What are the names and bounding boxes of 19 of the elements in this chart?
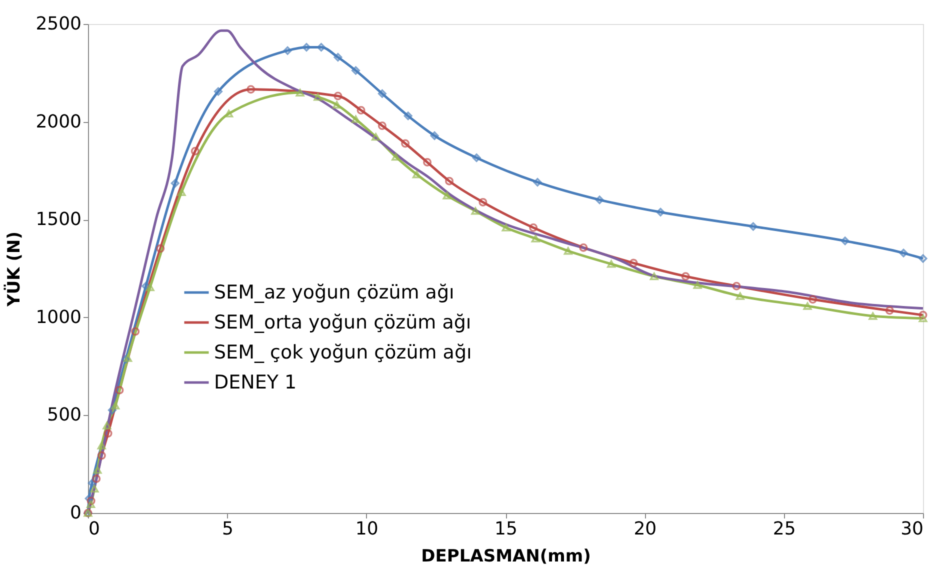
legend-label: DENEY 1 xyxy=(214,372,297,394)
legend-label: SEM_ çok yoğun çözüm ağı xyxy=(214,342,472,364)
x-tick-label: 15 xyxy=(494,518,518,540)
y-tick-label: 2000 xyxy=(36,111,82,132)
x-tick-label: 10 xyxy=(355,518,378,540)
x-tick-label: 0 xyxy=(88,518,100,540)
x-tick-label: 5 xyxy=(222,518,234,540)
x-tick-label: 25 xyxy=(772,518,796,540)
y-tick-label: 1500 xyxy=(36,209,82,230)
y-axis-title: YÜK (N) xyxy=(4,232,25,308)
x-tick-label: 30 xyxy=(900,518,924,540)
legend-label: SEM_orta yoğun çözüm ağı xyxy=(214,312,472,334)
y-tick-label: 0 xyxy=(70,502,82,524)
y-tick-label: 1000 xyxy=(36,306,82,328)
y-tick-label: 500 xyxy=(47,404,82,426)
y-tick-label: 2500 xyxy=(36,14,82,34)
x-tick-label: 20 xyxy=(634,518,657,540)
legend-label: SEM_az yoğun çözüm ağı xyxy=(214,282,454,304)
x-axis-title: DEPLASMAN(mm) xyxy=(421,546,591,566)
